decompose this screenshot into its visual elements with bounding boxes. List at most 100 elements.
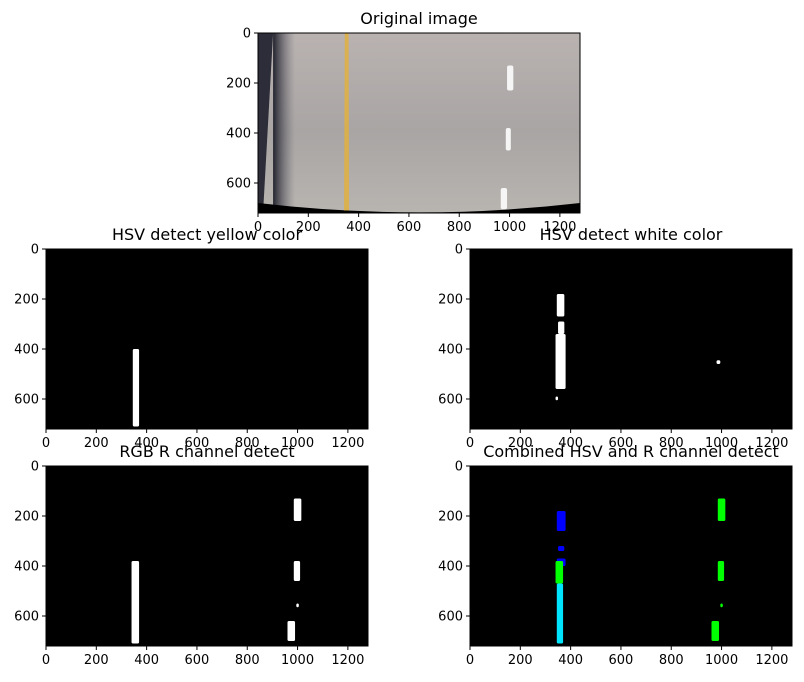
y-tick-label: 400 [226, 127, 251, 142]
x-tick-label: 1000 [493, 220, 526, 235]
x-tick-label: 800 [659, 436, 684, 451]
image-background [470, 466, 792, 646]
detected-lane-pixels [716, 360, 721, 364]
detected-lane-pixels [555, 561, 564, 584]
x-tick-label: 1200 [331, 653, 364, 668]
image-background [46, 249, 368, 429]
x-tick-label: 1200 [755, 436, 788, 451]
x-tick-label: 800 [235, 436, 260, 451]
y-tick-label: 600 [226, 177, 251, 192]
y-tick-label: 600 [14, 610, 39, 625]
subplot-2: 0 200 400 600 800 1000 1200 0 200 400 600 HSV detec… [14, 225, 369, 451]
detected-lane-pixels [717, 561, 725, 581]
x-tick-label: 400 [346, 220, 371, 235]
detected-lane-pixels [558, 546, 565, 551]
axes-frame [45, 248, 369, 430]
detected-lane-pixels [293, 498, 302, 521]
detected-lane-pixels [556, 294, 565, 317]
x-tick-label: 800 [235, 653, 260, 668]
x-tick-label: 0 [42, 653, 50, 668]
subplot-1: 0 200 400 600 800 1000 1200 0 200 400 600 Original … [226, 9, 581, 235]
image-background [46, 466, 368, 646]
subplot-title: HSV detect yellow color [112, 225, 302, 244]
image-background [470, 249, 792, 429]
y-tick-label: 0 [455, 460, 463, 475]
subplot-4: 0 200 400 600 800 1000 1200 0 200 400 600 RGB R cha… [14, 442, 369, 668]
x-tick-label: 600 [185, 436, 210, 451]
x-tick-label: 200 [296, 220, 321, 235]
detected-lane-pixels [556, 511, 566, 531]
detected-lane-pixels [293, 561, 301, 581]
detected-lane-pixels [556, 583, 564, 644]
road-photo [258, 33, 580, 213]
road-left-edge [258, 33, 274, 213]
white-lane-mark [507, 65, 514, 91]
y-tick-label: 200 [226, 77, 251, 92]
y-tick-label: 0 [243, 27, 251, 42]
x-tick-label: 200 [508, 653, 533, 668]
y-tick-label: 200 [438, 510, 463, 525]
x-tick-label: 0 [254, 220, 262, 235]
detected-lane-pixels [720, 603, 723, 608]
y-tick-label: 200 [14, 510, 39, 525]
detected-lane-pixels [131, 561, 140, 644]
x-tick-label: 800 [659, 653, 684, 668]
x-tick-label: 400 [134, 436, 159, 451]
white-lane-mark [505, 128, 511, 151]
x-tick-label: 1000 [281, 436, 314, 451]
detected-lane-pixels [296, 603, 299, 608]
y-tick-label: 400 [14, 343, 39, 358]
x-tick-label: 400 [134, 653, 159, 668]
axes-frame [469, 248, 793, 430]
y-tick-label: 0 [455, 243, 463, 258]
x-tick-label: 1000 [705, 653, 738, 668]
x-tick-label: 600 [609, 436, 634, 451]
x-tick-label: 200 [508, 436, 533, 451]
y-tick-label: 400 [14, 560, 39, 575]
subplot-3: 0 200 400 600 800 1000 1200 0 200 400 600 HSV detec… [438, 225, 793, 451]
x-tick-label: 600 [185, 653, 210, 668]
x-tick-label: 400 [558, 653, 583, 668]
detected-lane-pixels [711, 621, 720, 641]
x-tick-label: 200 [84, 653, 109, 668]
x-tick-label: 1000 [281, 653, 314, 668]
y-tick-label: 600 [438, 393, 463, 408]
y-tick-label: 600 [14, 393, 39, 408]
x-tick-label: 600 [609, 653, 634, 668]
x-tick-label: 800 [447, 220, 472, 235]
detected-lane-pixels [555, 396, 559, 401]
x-tick-label: 400 [558, 436, 583, 451]
subplot-title: Original image [360, 9, 478, 28]
y-tick-label: 200 [14, 293, 39, 308]
subplot-title: RGB R channel detect [119, 442, 294, 461]
axes-frame [45, 465, 369, 647]
detected-lane-pixels [558, 321, 565, 334]
yellow-lane-line [344, 33, 350, 211]
road-edge-shade [273, 33, 296, 213]
detected-lane-pixels [555, 334, 566, 389]
x-tick-label: 1200 [755, 653, 788, 668]
x-tick-label: 1200 [331, 436, 364, 451]
subplot-title: Combined HSV and R channel detect [483, 442, 779, 461]
x-tick-label: 200 [84, 436, 109, 451]
image-border [258, 203, 580, 213]
x-tick-label: 1200 [543, 220, 576, 235]
detected-lane-pixels [132, 349, 140, 427]
subplot-title: HSV detect white color [540, 225, 723, 244]
subplot-5: 0 200 400 600 800 1000 1200 0 200 400 600 Combined … [438, 442, 793, 668]
detected-lane-pixels [717, 498, 726, 521]
x-tick-label: 1000 [705, 436, 738, 451]
x-tick-label: 0 [42, 436, 50, 451]
y-tick-label: 600 [438, 610, 463, 625]
y-tick-label: 0 [31, 243, 39, 258]
detected-lane-pixels [287, 621, 296, 641]
white-lane-mark [500, 188, 508, 210]
x-tick-label: 0 [466, 653, 474, 668]
y-tick-label: 400 [438, 560, 463, 575]
y-tick-label: 200 [438, 293, 463, 308]
x-tick-label: 0 [466, 436, 474, 451]
axes-frame [257, 32, 581, 214]
y-tick-label: 400 [438, 343, 463, 358]
x-tick-label: 600 [397, 220, 422, 235]
